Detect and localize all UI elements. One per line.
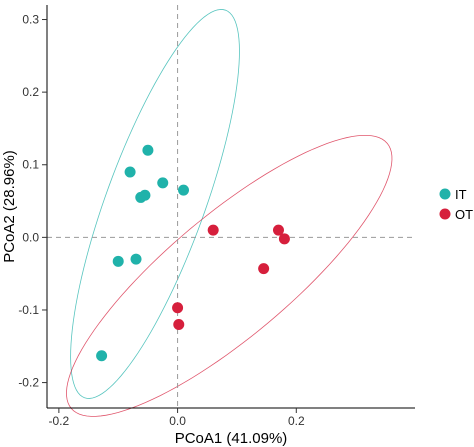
- y-tick-label: 0.2: [22, 85, 39, 99]
- point-it: [142, 144, 154, 156]
- legend-marker-it: [439, 188, 451, 200]
- point-ot: [173, 318, 185, 330]
- y-tick-label: -0.2: [18, 376, 39, 390]
- y-tick-label: 0.1: [22, 158, 39, 172]
- reference-lines: [47, 5, 415, 408]
- point-ot: [172, 302, 184, 314]
- ellipse-it: [70, 9, 240, 399]
- point-it: [130, 253, 142, 265]
- point-ot: [207, 224, 219, 236]
- ellipse-ot: [66, 134, 393, 417]
- legend-label-ot: OT: [455, 207, 473, 222]
- point-ot: [258, 263, 270, 275]
- point-it: [124, 166, 136, 178]
- point-it: [178, 184, 190, 196]
- point-it: [135, 191, 147, 203]
- y-tick-label: 0.0: [22, 230, 39, 244]
- x-tick-label: 0.2: [288, 414, 305, 428]
- y-ticks: -0.2 -0.1 0.0 0.1 0.2 0.3: [18, 13, 47, 390]
- point-it: [96, 350, 108, 362]
- x-tick-label: -0.2: [49, 414, 70, 428]
- data-points: [96, 144, 290, 362]
- y-axis-title: PCoA2 (28.96%): [1, 150, 18, 263]
- x-axis-title: PCoA1 (41.09%): [175, 430, 288, 447]
- x-tick-label: 0.0: [169, 414, 186, 428]
- y-tick-label: -0.1: [18, 303, 39, 317]
- point-ot: [272, 224, 284, 236]
- confidence-ellipses: [66, 9, 393, 417]
- point-it: [157, 177, 169, 189]
- point-it: [112, 255, 124, 267]
- y-tick-label: 0.3: [22, 13, 39, 27]
- x-ticks: -0.2 0.0 0.2: [49, 408, 305, 428]
- axes: [46, 5, 415, 409]
- legend: IT OT: [439, 187, 473, 222]
- legend-label-it: IT: [455, 187, 467, 202]
- legend-marker-ot: [439, 208, 451, 220]
- point-ot: [278, 233, 290, 245]
